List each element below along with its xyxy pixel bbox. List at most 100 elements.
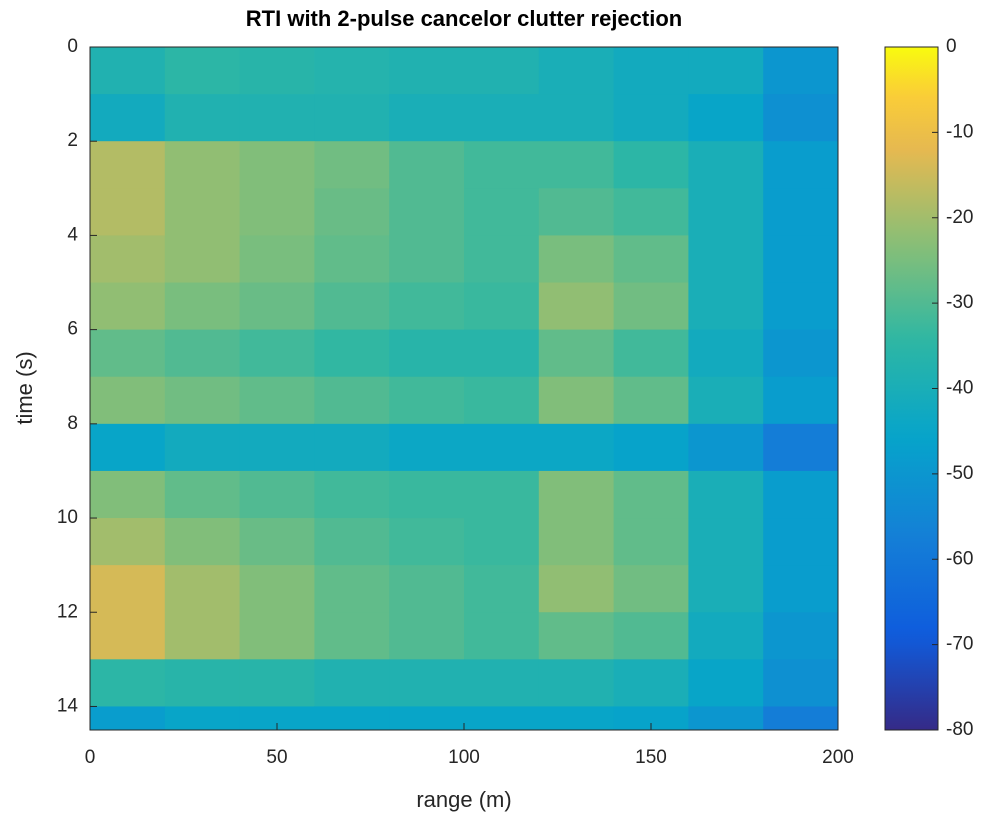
heatmap-cell bbox=[763, 329, 839, 378]
heatmap-cell bbox=[314, 659, 390, 707]
y-tick-label: 2 bbox=[67, 130, 78, 151]
heatmap-cell bbox=[239, 612, 315, 660]
heatmap-cell bbox=[239, 282, 315, 331]
heatmap-cell bbox=[688, 423, 764, 472]
heatmap-cell bbox=[688, 470, 764, 519]
heatmap-cell bbox=[763, 518, 839, 566]
heatmap-cell bbox=[464, 470, 540, 519]
y-tick-label: 8 bbox=[67, 413, 78, 434]
heatmap-cell bbox=[90, 518, 166, 566]
heatmap-cell bbox=[763, 235, 839, 284]
heatmap-cell bbox=[164, 518, 241, 566]
heatmap-cell bbox=[314, 141, 390, 189]
colorbar-tick-label: -30 bbox=[946, 292, 973, 313]
heatmap-cell bbox=[688, 612, 764, 660]
heatmap-cell bbox=[389, 47, 465, 95]
heatmap-cell bbox=[314, 423, 390, 472]
colorbar-tick-label: -60 bbox=[946, 548, 973, 569]
heatmap-cell bbox=[164, 423, 241, 472]
heatmap-cell bbox=[538, 612, 615, 660]
colorbar bbox=[884, 46, 939, 731]
heatmap-cell bbox=[389, 376, 465, 425]
heatmap-cell bbox=[314, 235, 390, 284]
heatmap-cell bbox=[389, 282, 465, 331]
heatmap-cell bbox=[90, 94, 166, 142]
heatmap-cell bbox=[464, 659, 540, 707]
heatmap-cell bbox=[538, 282, 615, 331]
heatmap-cell bbox=[389, 329, 465, 378]
heatmap-cell bbox=[90, 282, 166, 331]
heatmap-cell bbox=[239, 376, 315, 425]
heatmap-cell bbox=[688, 235, 764, 284]
x-tick-label: 200 bbox=[822, 747, 854, 768]
heatmap-cell bbox=[389, 612, 465, 660]
heatmap-cell bbox=[464, 282, 540, 331]
colorbar-tick-label: -70 bbox=[946, 634, 973, 655]
heatmap-cell bbox=[763, 470, 839, 519]
heatmap-cell bbox=[538, 706, 615, 731]
heatmap-cell bbox=[314, 470, 390, 519]
heatmap-cell bbox=[688, 47, 764, 95]
x-tick-label: 50 bbox=[266, 747, 287, 768]
heatmap-cell bbox=[164, 141, 241, 189]
heatmap-cell bbox=[314, 612, 390, 660]
heatmap-cell bbox=[613, 376, 689, 425]
heatmap-cell bbox=[538, 141, 615, 189]
heatmap-cell bbox=[239, 235, 315, 284]
y-tick-label: 4 bbox=[67, 224, 78, 245]
heatmap-cell bbox=[538, 47, 615, 95]
heatmap-cell bbox=[90, 659, 166, 707]
heatmap-cell bbox=[464, 612, 540, 660]
heatmap-cell bbox=[464, 47, 540, 95]
heatmap-cell bbox=[239, 423, 315, 472]
heatmap-cell bbox=[464, 423, 540, 472]
heatmap-cell bbox=[763, 376, 839, 425]
heatmap-cell bbox=[239, 188, 315, 236]
y-tick-label: 10 bbox=[57, 507, 78, 528]
heatmap-cell bbox=[239, 94, 315, 142]
heatmap-cell bbox=[763, 282, 839, 331]
heatmap-cell bbox=[314, 94, 390, 142]
heatmap-cell bbox=[613, 282, 689, 331]
heatmap-cell bbox=[389, 659, 465, 707]
heatmap-cell bbox=[164, 235, 241, 284]
heatmap-cell bbox=[239, 470, 315, 519]
heatmap-cell bbox=[763, 47, 839, 95]
heatmap-cell bbox=[164, 565, 241, 613]
heatmap-cell bbox=[314, 188, 390, 236]
heatmap-cell bbox=[763, 706, 839, 731]
heatmap-cell bbox=[389, 94, 465, 142]
heatmap-cell bbox=[688, 376, 764, 425]
heatmap-cell bbox=[90, 47, 166, 95]
heatmap-cell bbox=[688, 518, 764, 566]
y-tick-label: 14 bbox=[57, 695, 79, 716]
heatmap-cell bbox=[164, 470, 241, 519]
heatmap-cell bbox=[613, 235, 689, 284]
heatmap-cell bbox=[314, 282, 390, 331]
x-axis-label: range (m) bbox=[416, 787, 511, 812]
heatmap-cell bbox=[90, 235, 166, 284]
heatmap-cell bbox=[90, 470, 166, 519]
heatmap-cell bbox=[464, 706, 540, 731]
heatmap-cell bbox=[389, 188, 465, 236]
heatmap-cell bbox=[688, 94, 764, 142]
colorbar-tick-label: -20 bbox=[946, 207, 973, 228]
colorbar-tick-label: -80 bbox=[946, 719, 973, 740]
heatmap-cell bbox=[164, 659, 241, 707]
heatmap-cell bbox=[613, 329, 689, 378]
heatmap-cell bbox=[389, 235, 465, 284]
heatmap-cell bbox=[164, 329, 241, 378]
heatmap-cell bbox=[314, 329, 390, 378]
heatmap-cell bbox=[763, 612, 839, 660]
heatmap-cell bbox=[389, 565, 465, 613]
heatmap-cell bbox=[314, 565, 390, 613]
heatmap-cell bbox=[613, 188, 689, 236]
heatmap-cell bbox=[538, 235, 615, 284]
heatmap-cell bbox=[613, 470, 689, 519]
colorbar-tick-label: -10 bbox=[946, 121, 973, 142]
heatmap-cell bbox=[538, 470, 615, 519]
x-tick-label: 150 bbox=[635, 747, 667, 768]
colorbar-tick-label: -50 bbox=[946, 463, 973, 484]
